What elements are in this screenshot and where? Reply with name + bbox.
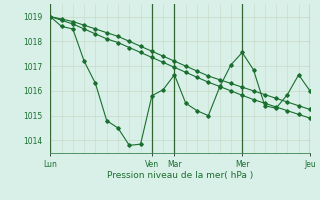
X-axis label: Pression niveau de la mer( hPa ): Pression niveau de la mer( hPa ) [107, 171, 253, 180]
